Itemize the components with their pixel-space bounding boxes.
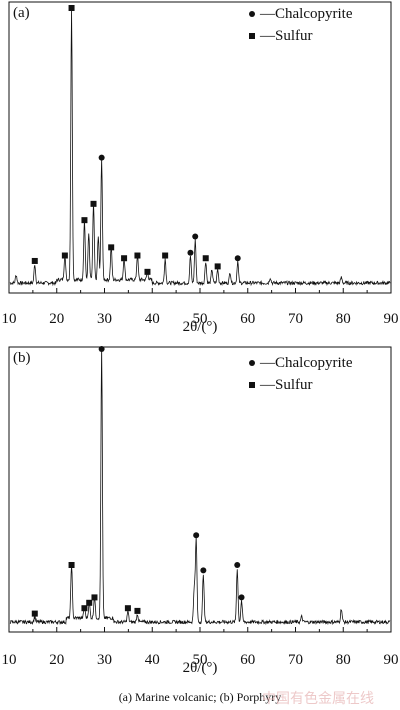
x-tick-label: 70 bbox=[288, 652, 303, 668]
x-axis-label: 2θ/(°) bbox=[183, 319, 218, 335]
chalcopyrite-marker bbox=[98, 154, 105, 161]
watermark: 中国有色金属在线 bbox=[262, 691, 374, 707]
sulfur-marker bbox=[81, 217, 88, 224]
x-tick-label: 30 bbox=[97, 652, 112, 668]
chalcopyrite-marker bbox=[192, 233, 199, 240]
sulfur-marker bbox=[61, 252, 68, 259]
x-tick-label: 90 bbox=[384, 652, 399, 668]
x-tick-label: 80 bbox=[336, 652, 351, 668]
chalcopyrite-marker bbox=[98, 346, 105, 352]
legend-chalcopyrite-icon bbox=[249, 360, 255, 366]
chalcopyrite-marker bbox=[238, 594, 245, 601]
sulfur-marker bbox=[134, 252, 141, 259]
x-tick-label: 40 bbox=[145, 652, 160, 668]
xrd-trace bbox=[9, 346, 391, 626]
legend-label: —Sulfur bbox=[259, 377, 313, 393]
figure-caption: (a) Marine volcanic; (b) Porphyry bbox=[118, 690, 282, 704]
panel-label: (b) bbox=[13, 350, 31, 366]
x-tick-label: 10 bbox=[2, 652, 17, 668]
xrd-trace bbox=[9, 8, 391, 287]
x-tick-label: 10 bbox=[2, 311, 17, 327]
panel-label: (a) bbox=[13, 5, 30, 21]
x-tick-label: 50 bbox=[193, 311, 208, 327]
legend-label: —Chalcopyrite bbox=[259, 6, 353, 22]
plot-frame bbox=[8, 346, 392, 633]
sulfur-marker bbox=[31, 257, 38, 264]
legend-label: —Sulfur bbox=[259, 28, 313, 44]
x-tick-label: 90 bbox=[384, 311, 399, 327]
chalcopyrite-marker bbox=[200, 567, 207, 574]
legend-label: —Chalcopyrite bbox=[259, 355, 353, 371]
x-axis-label: 2θ/(°) bbox=[183, 660, 218, 676]
x-tick-label: 60 bbox=[240, 311, 255, 327]
sulfur-marker bbox=[162, 252, 169, 259]
sulfur-marker bbox=[144, 268, 151, 275]
sulfur-marker bbox=[108, 244, 115, 251]
legend-sulfur-icon bbox=[249, 33, 255, 39]
sulfur-marker bbox=[68, 5, 75, 11]
sulfur-marker bbox=[124, 605, 131, 612]
x-tick-label: 60 bbox=[240, 652, 255, 668]
x-tick-label: 50 bbox=[193, 652, 208, 668]
sulfur-marker bbox=[68, 562, 75, 568]
legend-chalcopyrite-icon bbox=[249, 11, 255, 17]
chalcopyrite-marker bbox=[234, 255, 241, 262]
chalcopyrite-marker bbox=[234, 562, 241, 568]
x-tick-label: 20 bbox=[49, 311, 64, 327]
x-tick-label: 30 bbox=[97, 311, 112, 327]
legend-sulfur-icon bbox=[249, 382, 255, 388]
x-tick-label: 80 bbox=[336, 311, 351, 327]
sulfur-marker bbox=[86, 599, 93, 606]
sulfur-marker bbox=[31, 610, 38, 617]
sulfur-marker bbox=[214, 263, 221, 270]
sulfur-marker bbox=[121, 255, 128, 262]
xrd-panel-a: 10 20 30 40 50 60 70 80 90 2θ/(°) (a) —Chalcopyrite… bbox=[2, 1, 399, 335]
plot-frame bbox=[8, 1, 392, 294]
sulfur-marker bbox=[91, 594, 98, 601]
sulfur-marker bbox=[81, 605, 88, 612]
sulfur-marker bbox=[202, 255, 209, 262]
chalcopyrite-marker bbox=[187, 249, 194, 256]
sulfur-marker bbox=[134, 607, 141, 614]
xrd-panel-b: 10 20 30 40 50 60 70 80 90 2θ/(°) (b) —Chalcopyrite… bbox=[2, 346, 399, 676]
x-tick-label: 40 bbox=[145, 311, 160, 327]
sulfur-marker bbox=[90, 200, 97, 207]
x-tick-label: 70 bbox=[288, 311, 303, 327]
x-tick-label: 20 bbox=[49, 652, 64, 668]
chalcopyrite-marker bbox=[193, 532, 200, 539]
